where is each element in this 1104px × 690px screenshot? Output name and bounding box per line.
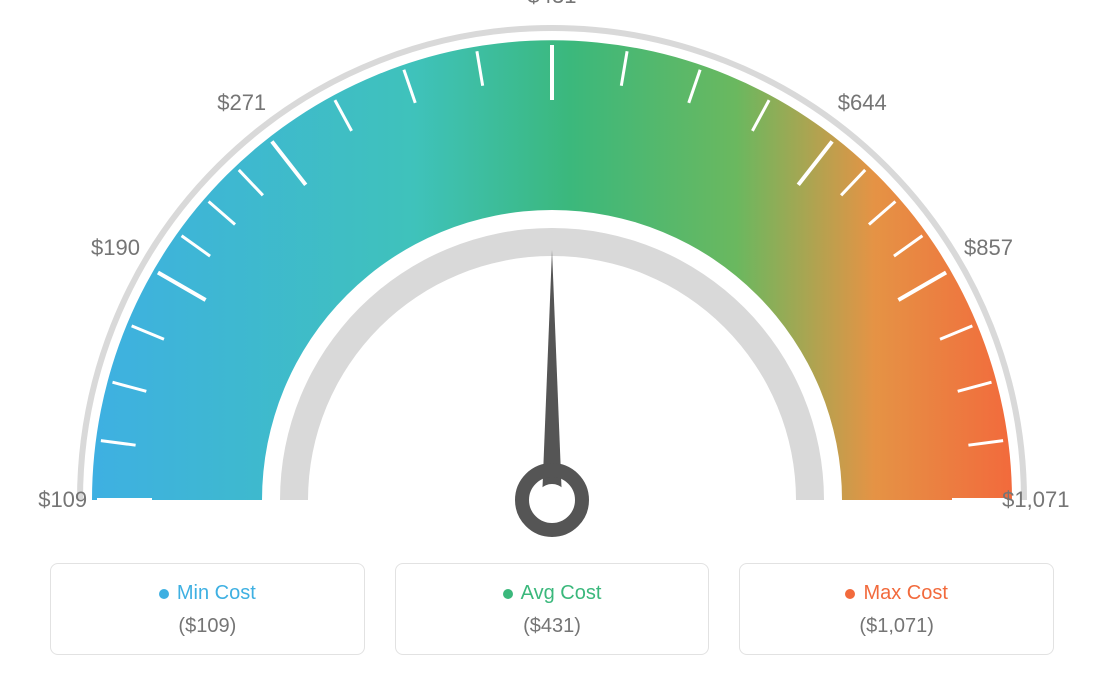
gauge-chart-container: $109 $190 $271 $431 $644 $857 $1,071 Min Cost … bbox=[0, 0, 1104, 690]
legend-min-value: ($109) bbox=[61, 615, 354, 638]
gauge-svg bbox=[0, 0, 1104, 570]
legend-avg-value: ($431) bbox=[406, 615, 699, 638]
gauge-area: $109 $190 $271 $431 $644 $857 $1,071 bbox=[0, 0, 1104, 570]
legend-min-box: Min Cost ($109) bbox=[50, 563, 365, 655]
tick-label: $431 bbox=[528, 0, 577, 9]
tick-label: $271 bbox=[217, 90, 266, 116]
legend-min-label: Min Cost bbox=[177, 582, 256, 605]
tick-label: $1,071 bbox=[1002, 487, 1069, 513]
tick-label: $109 bbox=[38, 487, 87, 513]
legend-max-label-row: Max Cost bbox=[845, 582, 947, 605]
legend-avg-label: Avg Cost bbox=[521, 582, 602, 605]
legend-row: Min Cost ($109) Avg Cost ($431) Max Cost… bbox=[50, 563, 1054, 655]
tick-label: $857 bbox=[964, 235, 1013, 261]
legend-max-box: Max Cost ($1,071) bbox=[739, 563, 1054, 655]
legend-avg-box: Avg Cost ($431) bbox=[395, 563, 710, 655]
dot-icon bbox=[159, 589, 169, 599]
legend-max-value: ($1,071) bbox=[750, 615, 1043, 638]
dot-icon bbox=[845, 589, 855, 599]
legend-max-label: Max Cost bbox=[863, 582, 947, 605]
legend-avg-label-row: Avg Cost bbox=[503, 582, 602, 605]
tick-label: $644 bbox=[838, 90, 887, 116]
legend-min-label-row: Min Cost bbox=[159, 582, 256, 605]
tick-label: $190 bbox=[91, 235, 140, 261]
dot-icon bbox=[503, 589, 513, 599]
